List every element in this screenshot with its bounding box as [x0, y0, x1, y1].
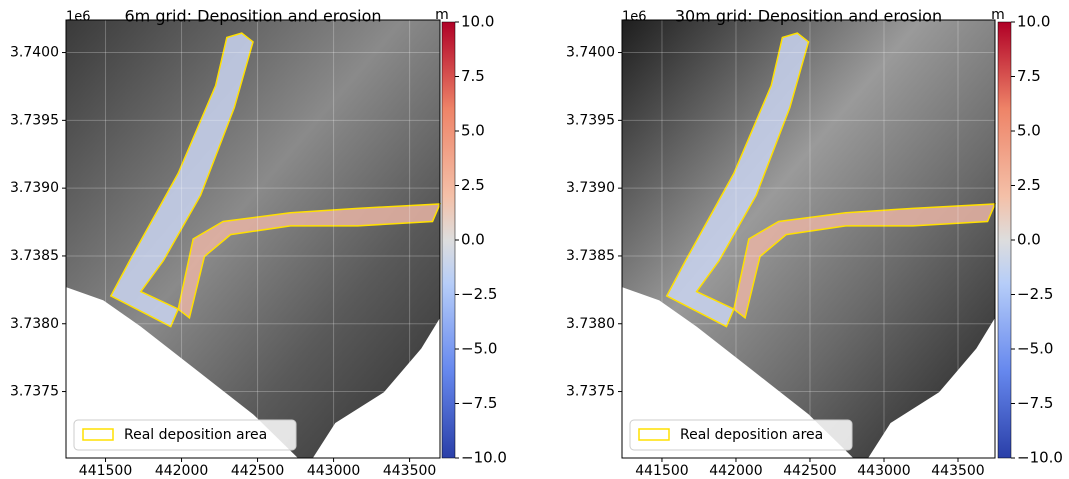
colorbar [442, 22, 455, 458]
offset-label: 1e6 [66, 10, 91, 25]
x-tick-label: 442500 [231, 463, 284, 479]
colorbar-tick-label: −10.0 [461, 449, 507, 467]
x-tick-label: 441500 [635, 463, 688, 479]
y-tick-label: 3.7390 [566, 180, 615, 196]
colorbar-tick-label: −2.5 [1017, 285, 1053, 303]
colorbar-label: m [991, 7, 1005, 23]
offset-label: 1e6 [622, 10, 647, 25]
colorbar-tick-label: 7.5 [1017, 67, 1041, 85]
y-tick-label: 3.7375 [10, 384, 59, 400]
y-tick-label: 3.7390 [10, 180, 59, 196]
legend-label: Real deposition area [680, 427, 823, 443]
x-tick-label: 443500 [931, 463, 984, 479]
y-tick-label: 3.7395 [566, 112, 615, 128]
chart-title: 30m grid: Deposition and erosion [675, 7, 942, 26]
colorbar-tick-label: 2.5 [1017, 176, 1041, 194]
x-tick-label: 442500 [783, 463, 836, 479]
x-tick-label: 441500 [79, 463, 132, 479]
y-tick-label: 3.7400 [10, 45, 59, 61]
y-tick-label: 3.7385 [10, 248, 59, 264]
colorbar-tick-label: 10.0 [461, 13, 494, 31]
legend-label: Real deposition area [124, 427, 267, 443]
x-tick-label: 443500 [383, 463, 436, 479]
colorbar-tick-label: −7.5 [461, 394, 497, 412]
colorbar-tick-label: −5.0 [461, 340, 497, 358]
colorbar-tick-label: 7.5 [461, 67, 485, 85]
x-tick-label: 443000 [857, 463, 910, 479]
colorbar-tick-label: −5.0 [1017, 340, 1053, 358]
legend: Real deposition area [74, 420, 296, 450]
colorbar-tick-label: 5.0 [1017, 122, 1041, 140]
colorbar-tick-label: 10.0 [1017, 13, 1050, 31]
x-tick-label: 442000 [709, 463, 762, 479]
colorbar-tick-label: 0.0 [1017, 231, 1041, 249]
colorbar-tick-label: 5.0 [461, 122, 485, 140]
legend: Real deposition area [630, 420, 852, 450]
figure: 441500 442000 442500 443000 443500 3.7375 3.73… [0, 0, 1069, 479]
y-tick-label: 3.7375 [566, 384, 615, 400]
y-tick-label: 3.7380 [566, 316, 615, 332]
colorbar-tick-label: −2.5 [461, 285, 497, 303]
y-tick-label: 3.7395 [10, 112, 59, 128]
chart-title: 6m grid: Deposition and erosion [124, 7, 381, 26]
y-tick-label: 3.7400 [566, 45, 615, 61]
colorbar [998, 22, 1011, 458]
colorbar-label: m [435, 7, 449, 23]
y-tick-label: 3.7385 [566, 248, 615, 264]
y-tick-label: 3.7380 [10, 316, 59, 332]
colorbar-tick-label: 2.5 [461, 176, 485, 194]
colorbar-tick-label: −7.5 [1017, 394, 1053, 412]
colorbar-tick-label: −10.0 [1017, 449, 1063, 467]
x-tick-label: 443000 [307, 463, 360, 479]
x-tick-label: 442000 [155, 463, 208, 479]
colorbar-tick-label: 0.0 [461, 231, 485, 249]
